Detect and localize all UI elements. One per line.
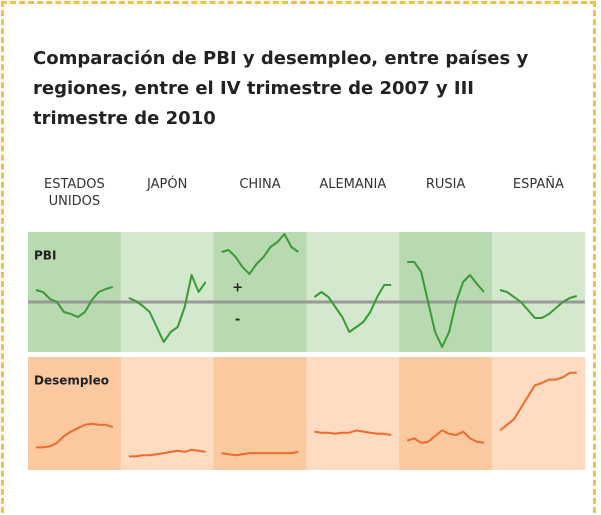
- series-line: [221, 450, 299, 457]
- series-line: [314, 429, 392, 436]
- panel: [28, 357, 122, 470]
- series-line: [36, 422, 114, 449]
- column-label: ALEMANIA: [319, 177, 387, 192]
- panel: [213, 357, 307, 470]
- column-label: CHINA: [239, 177, 281, 192]
- panel: [306, 357, 400, 470]
- column-label: ESPAÑA: [512, 177, 564, 192]
- series-line: [499, 289, 578, 319]
- column-label: JAPÓN: [147, 177, 188, 192]
- series-line: [128, 448, 206, 458]
- series-line: [35, 286, 114, 318]
- series-line: [313, 284, 392, 333]
- series-line: [128, 274, 207, 343]
- panel: [492, 357, 586, 470]
- panel: [399, 357, 493, 470]
- row-label: PBI: [34, 249, 56, 263]
- series-line: [221, 233, 299, 275]
- series-line: [407, 261, 485, 348]
- column-label: ESTADOS UNIDOS: [43, 177, 105, 209]
- annotation: +: [232, 281, 243, 296]
- chart-title: Comparación de PBI y desempleo, entre pa…: [33, 48, 529, 129]
- row-label: Desempleo: [34, 374, 109, 388]
- panel: [399, 232, 493, 352]
- panel: [120, 232, 215, 352]
- series-line: [499, 371, 577, 432]
- annotation: -: [235, 313, 240, 328]
- series-line: [406, 429, 485, 444]
- panel: [213, 232, 307, 352]
- column-label: RUSIA: [425, 177, 466, 192]
